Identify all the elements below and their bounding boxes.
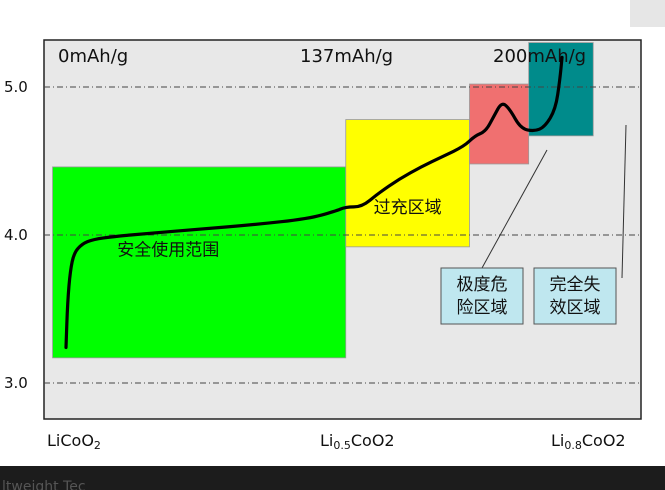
callout-text-1-1: 极度危 [457,275,508,295]
footer-text: ltweight Tec [2,479,86,490]
callout-line-2 [621,124,627,279]
region-label-safe: 安全使用范围 [117,240,219,261]
region-label-overcharge: 过充区域 [374,198,442,218]
y-tick-label-1: 3.0 [4,374,28,392]
y-tick-label-3: 5.0 [4,78,28,96]
x-tick-label-3: Li0.8CoO2 [551,431,626,452]
callout-box-1 [440,267,524,325]
y-tick-label-2: 4.0 [4,226,28,244]
callout-text-2-1: 完全失 [550,275,601,295]
capacity-label-3: 200mAh/g [493,46,586,67]
region-2 [345,119,470,248]
footer-bar [0,466,665,490]
callout-text-2-2: 效区域 [550,298,601,318]
region-1 [52,166,347,359]
callout-line-1 [481,149,548,269]
capacity-label-1: 0mAh/g [58,46,128,67]
series-line-1 [64,55,564,350]
callout-text-1-2: 险区域 [457,298,508,318]
x-tick-label-1: LiCoO2 [47,431,101,452]
callout-box-2 [533,267,617,325]
corner-tab [630,0,665,27]
x-tick-label-2: Li0.5CoO2 [320,431,395,452]
capacity-label-2: 137mAh/g [300,46,393,67]
